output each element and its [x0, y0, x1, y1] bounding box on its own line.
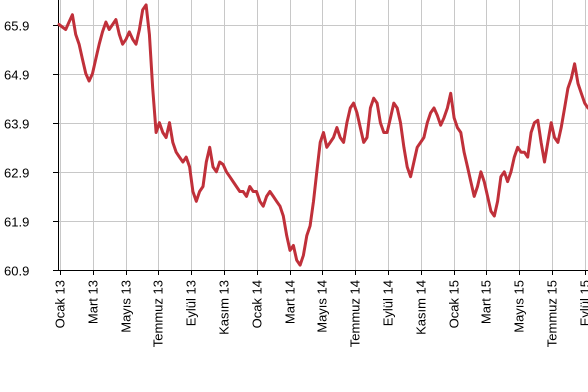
x-tick-label: Mayıs 13: [119, 280, 134, 333]
x-tick-label: Eylül 14: [381, 280, 396, 326]
x-tick-label: Mart 13: [86, 280, 101, 324]
x-tick-label: Mayıs 14: [315, 280, 330, 333]
x-tick-label: Temmuz 14: [348, 280, 363, 347]
x-tick-label: Temmuz 13: [151, 280, 166, 347]
x-tick-label: Eylül 15: [578, 280, 588, 326]
y-tick-label: 65.9: [4, 19, 29, 34]
x-tick-label: Ocak 15: [447, 280, 462, 328]
x-tick-label: Ocak 13: [53, 280, 68, 328]
series-layer: [59, 5, 588, 265]
series-line: [59, 5, 588, 265]
x-axis-tick-labels: Ocak 13 Mart 13 Mayıs 13 Temmuz 13 Eylül 13 K…: [53, 280, 588, 347]
y-tick-label: 64.9: [4, 68, 29, 83]
y-tick-label: 62.9: [4, 166, 29, 181]
x-tick-label: Kasım 13: [217, 280, 232, 335]
y-tick-label: 63.9: [4, 117, 29, 132]
x-tick-label: Mart 14: [283, 280, 298, 324]
x-tick-label: Mart 15: [479, 280, 494, 324]
x-tick-label: Eylül 13: [184, 280, 199, 326]
x-tick-label: Ocak 14: [250, 280, 265, 328]
y-tick-label: 61.9: [4, 215, 29, 230]
x-tick-label: Temmuz 15: [545, 280, 560, 347]
x-tick-label: Kasım 14: [414, 280, 429, 335]
y-axis-tick-labels: 60.9 61.9 62.9 63.9 64.9 65.9: [4, 19, 29, 279]
y-tick-label: 60.9: [4, 264, 29, 279]
x-tick-label: Mayıs 15: [512, 280, 527, 333]
